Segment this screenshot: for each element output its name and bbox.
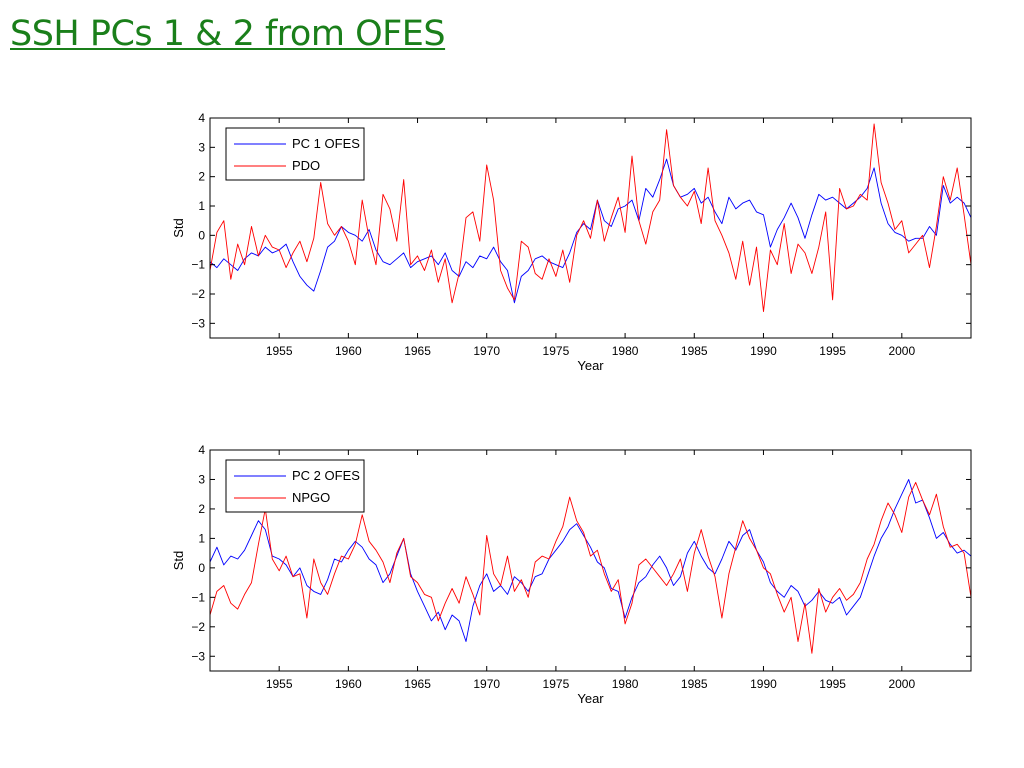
chart1-ytick-label: 1 <box>198 199 205 213</box>
chart1-ytick-label: 2 <box>198 170 205 184</box>
chart1-ytick-label: −3 <box>191 316 205 330</box>
chart1-xtick-label: 1965 <box>404 344 431 358</box>
chart1-xtick-label: 1995 <box>819 344 846 358</box>
chart2-series-npgo-line <box>209 481 972 654</box>
chart1-legend-label: PC 1 OFES <box>292 136 360 151</box>
chart2-ytick-label: 2 <box>198 502 205 516</box>
chart1-series-pdo-line <box>209 123 972 313</box>
chart1-xtick-label: 2000 <box>888 344 915 358</box>
chart1-xtick-label: 1980 <box>612 344 639 358</box>
chart1-ytick-label: 3 <box>198 140 205 154</box>
chart1-ytick-label: −1 <box>191 258 205 272</box>
chart1-ytick-label: 4 <box>198 111 205 125</box>
chart2-xtick-label: 1960 <box>335 677 362 691</box>
chart2-legend-label: PC 2 OFES <box>292 468 360 483</box>
chart2-xtick-label: 1975 <box>543 677 570 691</box>
chart2-xtick-label: 1980 <box>612 677 639 691</box>
chart1-axes-box <box>209 117 972 339</box>
chart2-xtick-label: 1970 <box>473 677 500 691</box>
chart1-xtick-label: 1970 <box>473 344 500 358</box>
chart2-ytick-label: 1 <box>198 531 205 545</box>
chart1-xtick-label: 1990 <box>750 344 777 358</box>
chart2-legend <box>225 459 365 513</box>
chart2-axes-box <box>209 449 972 672</box>
chart2-ytick-label: 4 <box>198 443 205 457</box>
chart2-ytick-label: −1 <box>191 590 205 604</box>
chart2-legend-label: NPGO <box>292 490 330 505</box>
chart1-xtick-label: 1960 <box>335 344 362 358</box>
chart1-series-pc-1-ofes-line <box>209 158 972 304</box>
chart2-xtick-label: 1990 <box>750 677 777 691</box>
chart1-xtick-label: 1975 <box>543 344 570 358</box>
chart1-ylabel: Std <box>171 218 186 238</box>
chart2-xtick-label: 1955 <box>266 677 293 691</box>
chart1-xlabel: Year <box>577 358 604 373</box>
slide-title: SSH PCs 1 & 2 from OFES <box>10 14 446 54</box>
chart-pc2-npgo: −3 −2 −1 0 1 2 3 4 1955 1960 1965 1970 1975 1980 1985 1… <box>171 443 972 706</box>
chart1-xtick-label: 1955 <box>266 344 293 358</box>
chart2-xtick-label: 2000 <box>888 677 915 691</box>
chart2-ytick-label: −2 <box>191 620 205 634</box>
chart2-ytick-label: 3 <box>198 472 205 486</box>
chart2-ylabel: Std <box>171 551 186 571</box>
chart1-xtick-label: 1985 <box>681 344 708 358</box>
chart2-xlabel: Year <box>577 691 604 706</box>
chart2-xtick-label: 1965 <box>404 677 431 691</box>
chart1-ytick-label: 0 <box>198 228 205 242</box>
chart1-legend-label: PDO <box>292 158 320 173</box>
chart2-ytick-label: −3 <box>191 649 205 663</box>
chart-pc1-pdo: −3 −2 −1 0 1 2 3 4 1955 1960 1965 1970 1975 1980 1985 1… <box>171 111 972 373</box>
chart2-series-pc-2-ofes-line <box>209 479 972 642</box>
chart2-xtick-label: 1995 <box>819 677 846 691</box>
chart1-ytick-label: −2 <box>191 287 205 301</box>
chart2-ytick-label: 0 <box>198 561 205 575</box>
chart2-xtick-label: 1985 <box>681 677 708 691</box>
chart1-legend <box>225 127 365 181</box>
